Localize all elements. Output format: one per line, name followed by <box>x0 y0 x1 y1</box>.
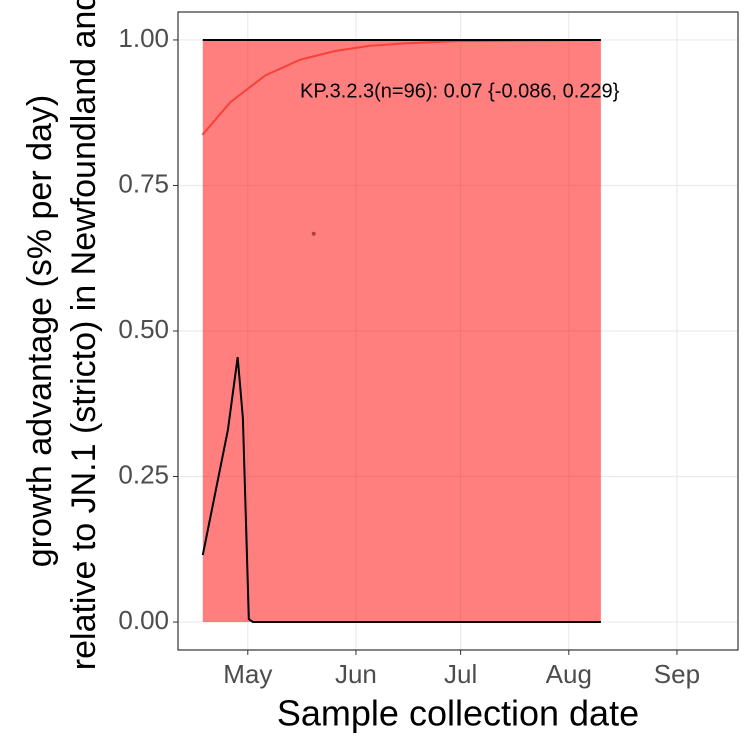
data-point <box>311 231 316 236</box>
x-tick-label: May <box>223 659 272 689</box>
y-tick-label: 0.25 <box>118 459 169 489</box>
y-axis-title: relative to JN.1 (stricto) in Newfoundla… <box>65 0 103 670</box>
x-tick-label: Aug <box>546 659 592 689</box>
confidence-ribbon <box>202 39 601 623</box>
y-tick-label: 1.00 <box>118 23 169 53</box>
y-axis-title: growth advantage (s% per day) <box>21 95 59 567</box>
x-tick-label: Jul <box>444 659 477 689</box>
x-tick-label: Jun <box>335 659 377 689</box>
x-tick-label: Sep <box>654 659 700 689</box>
plot-border <box>177 11 739 651</box>
x-axis-title: Sample collection date <box>277 693 639 734</box>
observed-line <box>201 357 601 624</box>
y-tick-label: 0.50 <box>118 314 169 344</box>
y-tick-label: 0.75 <box>118 168 169 198</box>
y-tick-label: 0.00 <box>118 605 169 635</box>
annotation: KP.3.2.3(n=96): 0.07 {-0.086, 0.229} <box>300 80 620 102</box>
